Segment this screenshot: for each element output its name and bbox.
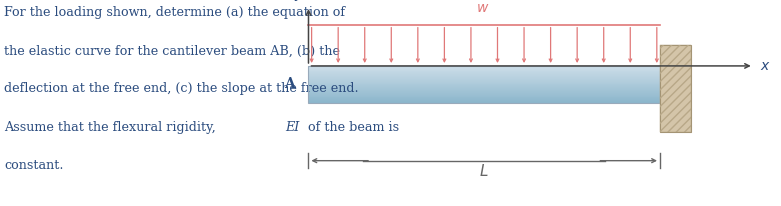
Bar: [308, 73, 660, 74]
Bar: [308, 85, 660, 86]
Bar: [308, 101, 660, 102]
Bar: [308, 71, 660, 73]
Bar: [308, 93, 660, 94]
Bar: [308, 91, 660, 92]
Bar: [308, 96, 660, 97]
Bar: [308, 92, 660, 93]
Bar: [308, 100, 660, 101]
Bar: [308, 90, 660, 91]
Bar: [308, 68, 660, 69]
Bar: [308, 77, 660, 78]
Bar: [308, 80, 660, 81]
Bar: [308, 87, 660, 88]
Text: $L$: $L$: [480, 163, 489, 179]
Text: of the beam is: of the beam is: [304, 121, 399, 133]
Bar: [308, 94, 660, 95]
Bar: [308, 75, 660, 76]
Text: $y$: $y$: [294, 0, 305, 3]
Bar: [308, 83, 660, 84]
Bar: [308, 70, 660, 71]
Text: constant.: constant.: [4, 159, 63, 172]
Text: the elastic curve for the cantilever beam AB, (b) the: the elastic curve for the cantilever bea…: [4, 44, 340, 57]
Bar: [308, 78, 660, 79]
Bar: [308, 66, 660, 103]
Bar: [308, 82, 660, 83]
Bar: [308, 97, 660, 98]
Text: $w$: $w$: [476, 1, 490, 15]
Text: For the loading shown, determine (a) the equation of: For the loading shown, determine (a) the…: [4, 6, 345, 19]
Text: A: A: [284, 77, 295, 91]
Bar: [308, 74, 660, 75]
Bar: [308, 76, 660, 77]
Bar: [308, 66, 660, 67]
Bar: [308, 89, 660, 90]
Bar: [308, 67, 660, 68]
Bar: [308, 99, 660, 100]
Bar: [308, 96, 660, 97]
Bar: [660, 45, 691, 132]
Bar: [308, 98, 660, 99]
Bar: [308, 84, 660, 85]
Bar: [308, 102, 660, 103]
Text: B: B: [662, 115, 674, 129]
Text: EI: EI: [286, 121, 300, 133]
Bar: [308, 69, 660, 70]
Bar: [660, 45, 691, 132]
Bar: [308, 88, 660, 89]
Bar: [308, 81, 660, 82]
Text: Assume that the flexural rigidity,: Assume that the flexural rigidity,: [4, 121, 222, 133]
Bar: [308, 95, 660, 96]
Text: $x$: $x$: [760, 59, 771, 73]
Bar: [308, 86, 660, 87]
Text: deflection at the free end, (c) the slope at the free end.: deflection at the free end, (c) the slop…: [4, 82, 358, 95]
Bar: [308, 79, 660, 80]
